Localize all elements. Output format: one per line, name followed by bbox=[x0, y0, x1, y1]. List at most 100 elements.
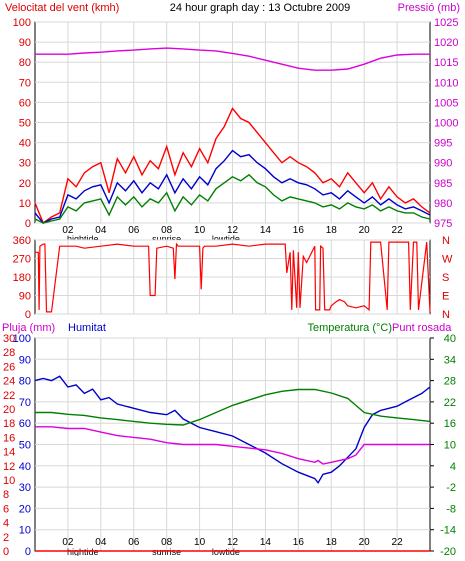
rain-tick-label: 6 bbox=[3, 503, 9, 515]
rain-tick-label: 30 bbox=[3, 333, 15, 345]
tick-label-y: 90 bbox=[19, 354, 31, 366]
tick-label-x: 12 bbox=[227, 225, 239, 236]
compass-label: S bbox=[442, 272, 449, 284]
compass-label: W bbox=[442, 254, 453, 266]
tick-label-y: 60 bbox=[19, 97, 31, 109]
series-line bbox=[34, 173, 431, 224]
tick-label-y2: 1000 bbox=[434, 118, 458, 130]
tick-label-x: 08 bbox=[161, 225, 173, 236]
compass-label: E bbox=[442, 291, 449, 303]
tick-label-y: 90 bbox=[19, 37, 31, 49]
tick-label-y: 20 bbox=[19, 503, 31, 515]
tick-label-y2: 995 bbox=[434, 138, 452, 150]
tick-label-y2: 1010 bbox=[434, 77, 458, 89]
tick-label-y: 60 bbox=[19, 418, 31, 430]
tick-label-x: 18 bbox=[326, 225, 338, 236]
tick-label-y: 50 bbox=[19, 440, 31, 452]
tick-label-y: 70 bbox=[19, 77, 31, 89]
series-line bbox=[35, 47, 430, 71]
event-label: hightide bbox=[67, 234, 99, 244]
tick-label-y2: -20 bbox=[440, 546, 456, 556]
tick-label-y2: 4 bbox=[450, 461, 456, 473]
tick-label-y: 30 bbox=[19, 158, 31, 170]
tick-label-y: 10 bbox=[19, 525, 31, 537]
compass-label: N bbox=[442, 309, 450, 321]
tick-label-y: 100 bbox=[13, 17, 31, 29]
event-label: sunrise bbox=[152, 234, 181, 244]
tick-label-x: 04 bbox=[95, 225, 107, 236]
rain-tick-label: 24 bbox=[3, 376, 15, 388]
tick-label-y: 40 bbox=[19, 138, 31, 150]
series-line bbox=[34, 107, 431, 225]
tick-label-y: 0 bbox=[25, 546, 31, 556]
rain-tick-label: 20 bbox=[3, 404, 15, 416]
wind-pressure-panel: 0102030405060708090100975980985990995100… bbox=[13, 17, 459, 244]
rain-tick-label: 18 bbox=[3, 418, 15, 430]
tick-label-y: 70 bbox=[19, 397, 31, 409]
tick-label-y: 80 bbox=[19, 57, 31, 69]
tick-label-y: 0 bbox=[25, 309, 31, 321]
wind-direction-panel: 0 N 90 E 180 S 270 W 360 N bbox=[13, 235, 453, 321]
tick-label-y2: 16 bbox=[444, 418, 456, 430]
tick-label-y: 180 bbox=[13, 272, 31, 284]
rain-tick-label: 8 bbox=[3, 489, 9, 501]
tick-label-y: 50 bbox=[19, 118, 31, 130]
rain-axis-title: Pluja (mm) bbox=[2, 322, 55, 334]
rain-tick-label: 28 bbox=[3, 347, 15, 359]
tick-label-y: 100 bbox=[13, 333, 31, 345]
dewpoint-axis-title: Punt rosada bbox=[392, 322, 452, 334]
tick-label-x: 20 bbox=[359, 225, 371, 236]
tick-label-x: 16 bbox=[293, 225, 305, 236]
temperature-humidity-panel: 0102030405060708090100024681012141618202… bbox=[3, 333, 456, 558]
tick-label-y2: 975 bbox=[434, 218, 452, 230]
tick-label-y: 360 bbox=[13, 235, 31, 247]
tick-label-x: 18 bbox=[326, 537, 338, 548]
tick-label-x: 02 bbox=[62, 537, 74, 548]
tick-label-x: 04 bbox=[95, 537, 107, 548]
series-line bbox=[35, 241, 431, 313]
tick-label-y2: 1015 bbox=[434, 57, 458, 69]
tick-label-x: 14 bbox=[260, 537, 272, 548]
tick-label-y: 10 bbox=[19, 198, 31, 210]
humidity-axis-title: Humitat bbox=[68, 322, 106, 334]
rain-tick-label: 2 bbox=[3, 532, 9, 544]
wind-speed-title: Velocitat del vent (kmh) bbox=[5, 2, 119, 14]
tick-label-y2: 990 bbox=[434, 158, 452, 170]
tick-label-x: 10 bbox=[194, 537, 206, 548]
tick-label-y2: 10 bbox=[444, 440, 456, 452]
tick-label-y: 40 bbox=[19, 461, 31, 473]
rain-tick-label: 26 bbox=[3, 361, 15, 373]
tick-label-y2: 28 bbox=[444, 376, 456, 388]
compass-label: N bbox=[442, 235, 450, 247]
tick-label-x: 02 bbox=[62, 225, 74, 236]
rain-tick-label: 10 bbox=[3, 475, 15, 487]
series-line bbox=[35, 388, 431, 426]
tick-label-x: 12 bbox=[227, 537, 239, 548]
tick-label-x: 06 bbox=[128, 537, 140, 548]
series-line bbox=[34, 149, 431, 224]
event-label: lowtide bbox=[212, 547, 240, 556]
pressure-title: Pressió (mb) bbox=[398, 2, 460, 14]
tick-label-x: 10 bbox=[194, 225, 206, 236]
tick-label-x: 08 bbox=[161, 537, 173, 548]
tick-label-y2: -8 bbox=[446, 503, 456, 515]
tick-label-y2: -14 bbox=[440, 525, 456, 537]
tick-label-x: 06 bbox=[128, 225, 140, 236]
tick-label-y2: 22 bbox=[444, 397, 456, 409]
event-label: sunrise bbox=[152, 547, 181, 556]
series-line bbox=[34, 375, 431, 485]
rain-tick-label: 4 bbox=[3, 518, 9, 530]
rain-tick-label: 14 bbox=[3, 447, 15, 459]
tick-label-x: 16 bbox=[293, 537, 305, 548]
tick-label-y2: 40 bbox=[444, 333, 456, 345]
rain-tick-label: 12 bbox=[3, 461, 15, 473]
rain-tick-label: 0 bbox=[3, 546, 9, 556]
tick-label-y2: 1005 bbox=[434, 97, 458, 109]
tick-label-y2: 980 bbox=[434, 198, 452, 210]
tick-label-x: 22 bbox=[392, 537, 404, 548]
tick-label-x: 20 bbox=[359, 537, 371, 548]
tick-label-y2: -2 bbox=[446, 482, 456, 494]
tick-label-y: 20 bbox=[19, 178, 31, 190]
